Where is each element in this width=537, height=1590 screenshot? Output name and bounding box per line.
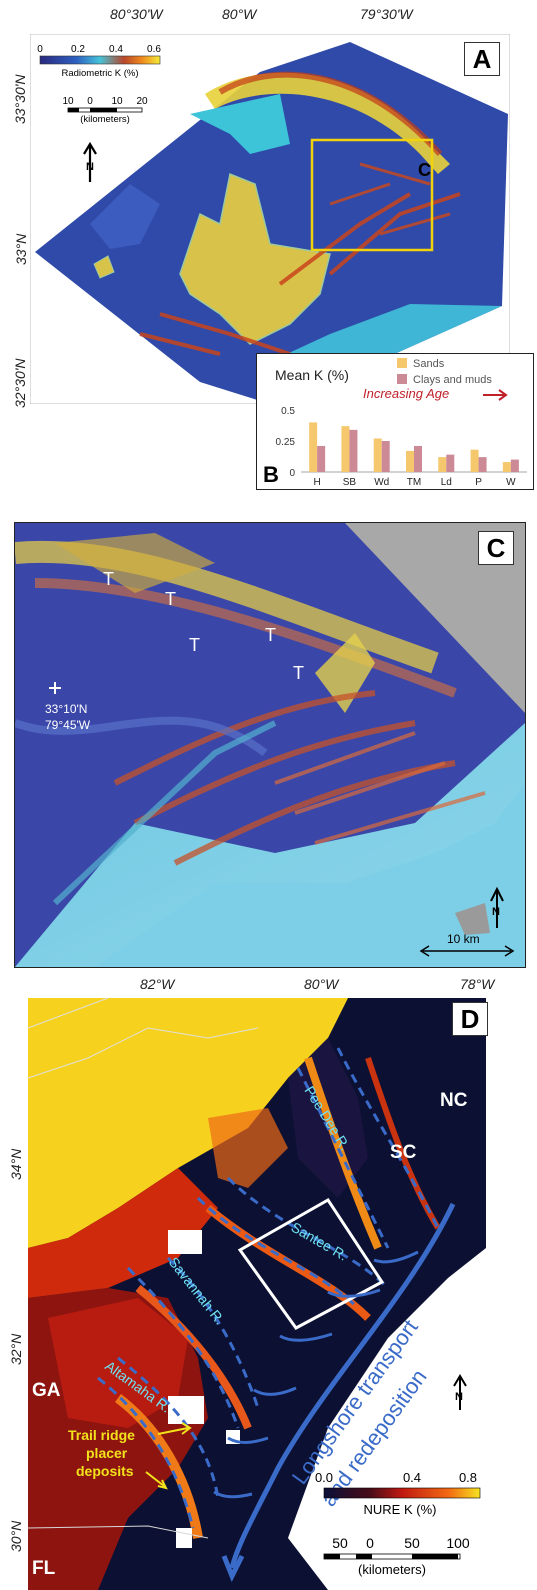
lon-label-d-2: 80°W: [304, 976, 339, 992]
bar-sands-P: [470, 449, 479, 472]
legend-swatch: [397, 358, 407, 368]
cb-a-tick-1: 0.2: [71, 44, 85, 55]
lon-label-d-3: 78°W: [460, 976, 495, 992]
terrace-label-2: T: [165, 589, 176, 609]
terrace-label-5: T: [293, 663, 304, 683]
trail-ridge-2: placer: [86, 1445, 128, 1461]
location-plus-icon: [49, 682, 61, 694]
panel-c-letter: C: [478, 531, 514, 565]
bar-sands-TM: [406, 450, 414, 472]
bar-clays-P: [478, 457, 487, 472]
north-label-d: N: [455, 1391, 463, 1403]
panel-d: 82°W 80°W 78°W 34°N 32°N 30°N: [0, 972, 537, 1590]
sb-a-tick-3: 20: [136, 96, 148, 107]
bar-clays-SB: [349, 429, 358, 472]
cb-a-label: Radiometric K (%): [61, 68, 138, 79]
terrace-label-1: T: [103, 569, 114, 589]
lon-label-a-1: 80°30'W: [110, 6, 163, 22]
trail-ridge-1: Trail ridge: [68, 1427, 135, 1443]
bar-sands-W: [502, 462, 511, 472]
state-nc: NC: [440, 1090, 468, 1111]
panel-b-letter: B: [263, 462, 279, 487]
bar-clays-Ld: [446, 454, 455, 472]
bar-clays-Wd: [381, 441, 390, 472]
bar-sands-Ld: [438, 457, 447, 472]
cb-d-tick-1: 0.4: [403, 1470, 421, 1485]
coord-c-line2: 79°45'W: [45, 718, 91, 732]
cb-d-tick-0: 0.0: [315, 1470, 333, 1485]
chart-b-xtick: SB: [343, 477, 357, 488]
cb-d-tick-2: 0.8: [459, 1470, 477, 1485]
state-ga: GA: [32, 1380, 61, 1401]
bar-sands-H: [309, 422, 318, 472]
coord-c-line1: 33°10'N: [45, 702, 87, 716]
pointer-arrow-icon: [145, 1422, 192, 1490]
chart-b-annotation: Increasing Age: [363, 386, 449, 401]
chart-b-ytick: 0.25: [276, 437, 296, 448]
panel-b-chart: Mean K (%) Sands Clays and muds Increasin…: [275, 358, 527, 488]
chart-b-xtick: Wd: [374, 477, 389, 488]
bar-sands-SB: [341, 426, 350, 472]
sb-d-tick-0: 50: [332, 1535, 348, 1551]
north-arrow-c-icon: [490, 886, 504, 928]
terrace-label-3: T: [189, 635, 200, 655]
legend-label: Sands: [413, 358, 445, 370]
chart-b-xtick: H: [314, 477, 321, 488]
chart-b-xtick: P: [475, 477, 482, 488]
sb-a-tick-1: 0: [87, 96, 93, 107]
panel-a: 80°30'W 80°W 79°30'W 33°30'N 33°N 32°30'…: [0, 0, 537, 500]
state-fl: FL: [32, 1558, 56, 1579]
age-arrow-icon: [483, 389, 508, 401]
chart-b-ytick: 0: [289, 468, 295, 479]
bar-clays-TM: [414, 445, 422, 472]
cb-a-tick-0: 0: [37, 44, 43, 55]
sb-a-tick-0: 10: [62, 96, 74, 107]
north-label-c: N: [492, 906, 500, 918]
inset-label-c: C: [418, 160, 431, 180]
scale-c-label: 10 km: [447, 932, 480, 946]
sb-a-tick-2: 10: [111, 96, 123, 107]
north-label-a: N: [86, 161, 94, 173]
sb-a-unit: (kilometers): [80, 114, 130, 125]
cb-a-tick-2: 0.4: [109, 44, 123, 55]
sb-d-unit: (kilometers): [358, 1562, 426, 1577]
panel-c-map: T T T T T 33°10'N 79°45'W 10 km N: [15, 523, 525, 967]
bar-sands-Wd: [373, 438, 382, 472]
panel-d-map: NC SC GA FL Pee Dee R. Santee R. Savanna…: [28, 998, 486, 1590]
trail-ridge-3: deposits: [76, 1463, 134, 1479]
panel-c: T T T T T 33°10'N 79°45'W 10 km N C: [14, 522, 526, 968]
state-sc: SC: [390, 1142, 417, 1163]
lon-label-a-2: 80°W: [222, 6, 257, 22]
sb-d-tick-1: 0: [366, 1535, 374, 1551]
panel-a-map: 0 0.2 0.4 0.6 Radiometric K (%) 10 0 10 …: [30, 34, 510, 404]
scale-c-arrow-icon: [419, 945, 515, 957]
cb-a-tick-3: 0.6: [147, 44, 161, 55]
panel-d-letter: D: [452, 1002, 488, 1036]
cb-d-label: NURE K (%): [364, 1502, 437, 1517]
chart-b-ytick: 0.5: [281, 406, 295, 417]
sb-d-tick-2: 50: [404, 1535, 420, 1551]
bar-clays-H: [317, 445, 326, 472]
chart-b-title: Mean K (%): [275, 367, 349, 383]
chart-b-legend: Sands Clays and muds: [397, 358, 492, 386]
longshore-arrow-icon: [229, 1202, 456, 1569]
lon-label-a-3: 79°30'W: [360, 6, 413, 22]
legend-label: Clays and muds: [413, 374, 492, 386]
panel-a-letter: A: [464, 42, 500, 76]
chart-b-xtick: TM: [407, 477, 421, 488]
bar-clays-W: [510, 459, 519, 472]
terrace-label-4: T: [265, 625, 276, 645]
north-arrow-d-icon: [453, 1374, 467, 1410]
sb-d-tick-3: 100: [446, 1535, 470, 1551]
chart-b-xtick: Ld: [441, 477, 452, 488]
lon-label-d-1: 82°W: [140, 976, 175, 992]
chart-b-xtick: W: [506, 477, 516, 488]
panel-b-box: Mean K (%) Sands Clays and muds Increasin…: [256, 353, 534, 490]
legend-swatch: [397, 374, 407, 384]
